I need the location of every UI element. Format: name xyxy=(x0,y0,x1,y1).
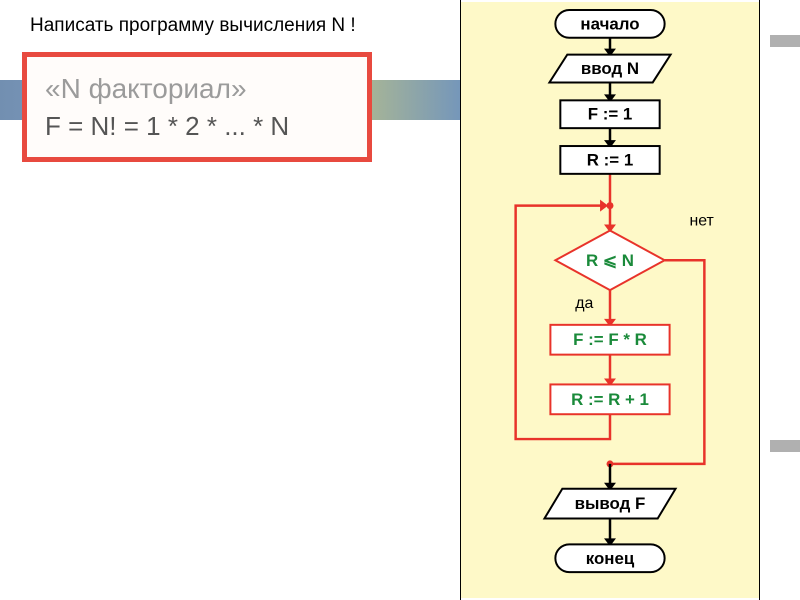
svg-text:F := F * R: F := F * R xyxy=(573,330,647,349)
formula-title: «N факториал» xyxy=(45,73,367,105)
decorative-marker xyxy=(770,440,800,452)
svg-text:R := R + 1: R := R + 1 xyxy=(571,390,649,409)
flowchart-panel: да нет начало ввод N F := 1 R := 1 R ⩽ N F := F… xyxy=(460,0,760,600)
formula-equation: F = N! = 1 * 2 * ... * N xyxy=(45,111,367,142)
formula-box: «N факториал» F = N! = 1 * 2 * ... * N xyxy=(22,52,372,162)
svg-text:конец: конец xyxy=(586,549,635,568)
svg-text:F := 1: F := 1 xyxy=(588,105,633,124)
svg-text:да: да xyxy=(575,295,593,312)
svg-text:R := 1: R := 1 xyxy=(587,150,633,169)
task-title: Написать программу вычисления N ! xyxy=(30,15,356,37)
svg-text:начало: начало xyxy=(580,14,639,33)
svg-text:ввод N: ввод N xyxy=(581,59,639,78)
svg-text:R ⩽ N: R ⩽ N xyxy=(586,251,634,270)
svg-text:вывод F: вывод F xyxy=(575,494,646,513)
flowchart-svg: да нет начало ввод N F := 1 R := 1 R ⩽ N F := F… xyxy=(461,0,759,600)
svg-text:нет: нет xyxy=(689,212,713,229)
decorative-marker xyxy=(770,35,800,47)
